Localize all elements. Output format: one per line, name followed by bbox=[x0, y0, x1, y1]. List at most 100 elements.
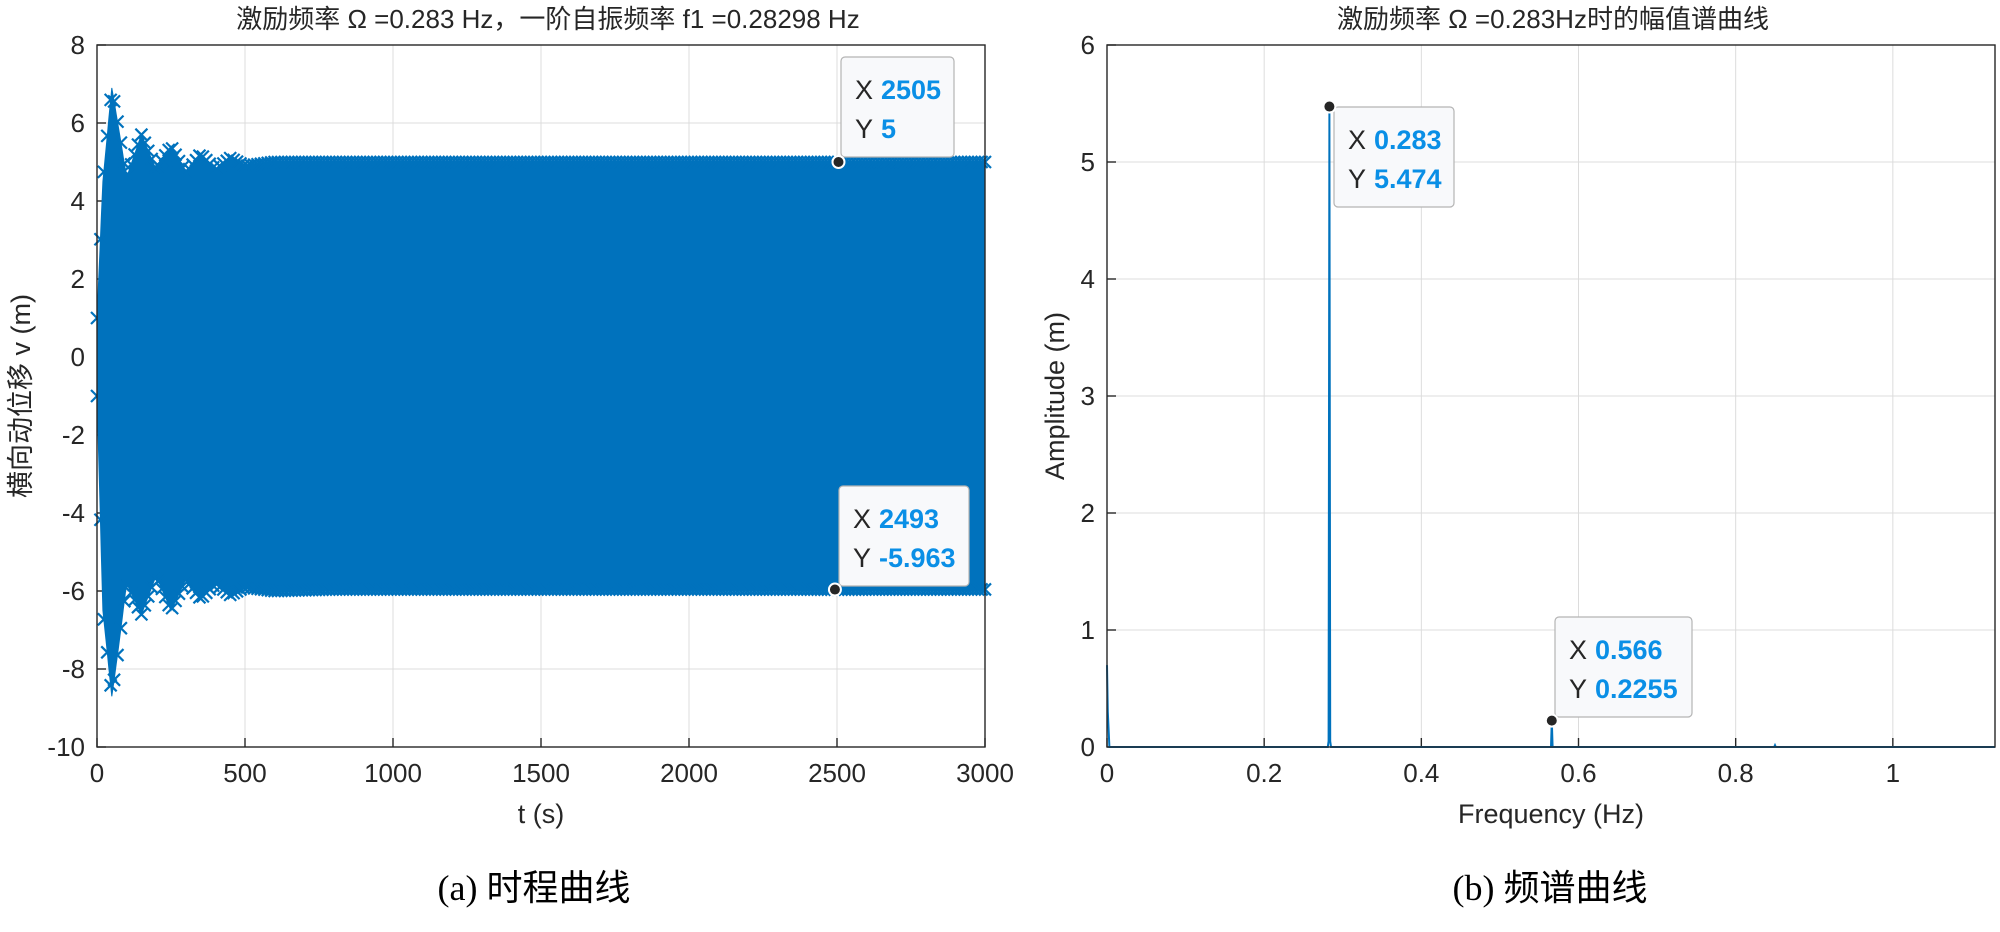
x-marker bbox=[165, 601, 179, 615]
x-tick-label: 2500 bbox=[808, 758, 866, 788]
y-tick-label: -8 bbox=[62, 654, 85, 684]
plot-area bbox=[90, 87, 992, 697]
datatip-marker bbox=[827, 582, 842, 597]
x-marker bbox=[230, 154, 244, 169]
x-tick-labels: 0 0.2 0.4 0.6 0.8 1 bbox=[1100, 758, 1900, 788]
datatip-box bbox=[840, 56, 955, 158]
x-marker bbox=[168, 148, 183, 162]
x-marker bbox=[134, 127, 149, 142]
x-marker bbox=[151, 574, 166, 588]
datatip-x-value: 2493 bbox=[879, 504, 939, 534]
x-tick-label: 1 bbox=[1886, 758, 1900, 788]
x-marker bbox=[192, 590, 207, 605]
x-marker bbox=[223, 151, 237, 165]
x-marker bbox=[100, 645, 115, 660]
x-marker bbox=[97, 612, 111, 627]
y-axis-label: 横向动位移 v (m) bbox=[6, 294, 36, 498]
x-tick-label: 0.2 bbox=[1246, 758, 1282, 788]
x-marker bbox=[155, 582, 169, 596]
y-tick-label: -4 bbox=[62, 498, 85, 528]
y-tick-label: 1 bbox=[1081, 615, 1095, 645]
datatip-x-label: X bbox=[1569, 635, 1587, 665]
time-history-chart: 激励频率 Ω =0.283 Hz，一阶自振频率 f1 =0.28298 Hz 8… bbox=[6, 4, 1014, 908]
grid bbox=[1106, 44, 1995, 748]
x-marker bbox=[120, 578, 135, 593]
x-tick-label: 0.8 bbox=[1718, 758, 1754, 788]
y-axis-label: Amplitude (m) bbox=[1040, 312, 1070, 480]
signal-markers bbox=[90, 93, 992, 693]
x-marker bbox=[172, 154, 186, 168]
amplitude-spectrum-chart: 激励频率 Ω =0.283Hz时的幅值谱曲线 6 5 4 3 2 1 0 0 0.2 0.4 0.… bbox=[1040, 4, 1996, 908]
datatip-y-label: Y bbox=[853, 543, 871, 573]
datatip-marker bbox=[1322, 99, 1337, 114]
datatip-y-value: 0.2255 bbox=[1595, 674, 1678, 704]
y-tick-labels: 8 6 4 2 0 -2 -4 -6 -8 -10 bbox=[47, 30, 85, 762]
datatip-y-label: Y bbox=[1569, 674, 1587, 704]
caption-left: (a) 时程曲线 bbox=[438, 868, 631, 908]
x-tick-label: 2000 bbox=[660, 758, 718, 788]
x-marker bbox=[103, 93, 118, 107]
x-marker bbox=[107, 673, 121, 687]
x-axis-label: Frequency (Hz) bbox=[1458, 799, 1644, 829]
datatip: X 2505 Y 5 bbox=[831, 56, 955, 169]
y-tick-label: 4 bbox=[1081, 264, 1095, 294]
x-marker bbox=[168, 594, 183, 608]
x-tick-label: 500 bbox=[223, 758, 266, 788]
axes-box bbox=[1106, 44, 1996, 748]
y-tick-label: 2 bbox=[1081, 498, 1095, 528]
x-marker bbox=[138, 136, 152, 150]
x-marker bbox=[138, 598, 152, 613]
x-tick-label: 0.6 bbox=[1560, 758, 1596, 788]
datatip-y-value: -5.963 bbox=[879, 543, 956, 573]
x-tick-label: 0.4 bbox=[1403, 758, 1439, 788]
chart-title: 激励频率 Ω =0.283Hz时的幅值谱曲线 bbox=[1337, 4, 1769, 34]
axes-box bbox=[96, 44, 986, 748]
y-tick-label: 0 bbox=[1081, 732, 1095, 762]
datatip-x-value: 0.566 bbox=[1595, 635, 1663, 665]
datatip: X 0.283 Y 5.474 bbox=[1322, 99, 1455, 208]
y-tick-label: 2 bbox=[71, 264, 85, 294]
x-tick-label: 1500 bbox=[512, 758, 570, 788]
y-tick-label: 6 bbox=[71, 108, 85, 138]
x-marker bbox=[127, 593, 142, 607]
chart-title: 激励频率 Ω =0.283 Hz，一阶自振频率 f1 =0.28298 Hz bbox=[236, 4, 859, 34]
y-tick-labels: 6 5 4 3 2 1 0 bbox=[1081, 30, 1095, 762]
y-tick-label: 3 bbox=[1081, 381, 1095, 411]
y-tick-label: 5 bbox=[1081, 147, 1095, 177]
x-marker bbox=[110, 114, 125, 129]
datatip-marker bbox=[1544, 713, 1559, 728]
x-marker bbox=[110, 648, 125, 662]
x-marker bbox=[114, 621, 128, 635]
x-marker bbox=[158, 590, 173, 604]
x-marker bbox=[165, 141, 179, 156]
x-marker bbox=[107, 94, 121, 109]
datatip-x-value: 0.283 bbox=[1374, 125, 1442, 155]
x-marker bbox=[120, 167, 135, 182]
datatip-box bbox=[1333, 106, 1455, 208]
x-marker bbox=[97, 165, 111, 179]
caption-right: (b) 频谱曲线 bbox=[1453, 868, 1648, 908]
x-axis-label: t (s) bbox=[518, 799, 565, 829]
datatip-box bbox=[838, 485, 970, 587]
datatip-y-value: 5.474 bbox=[1374, 164, 1442, 194]
y-tick-label: 4 bbox=[71, 186, 85, 216]
datatip-box bbox=[1554, 616, 1693, 718]
x-tick-label: 3000 bbox=[956, 758, 1014, 788]
datatip-x-label: X bbox=[853, 504, 871, 534]
y-tick-label: -10 bbox=[47, 732, 85, 762]
y-tick-label: 6 bbox=[1081, 30, 1095, 60]
datatip-marker bbox=[831, 155, 846, 169]
datatip-y-label: Y bbox=[1348, 164, 1366, 194]
datatip-x-label: X bbox=[855, 75, 873, 105]
datatip: X 0.566 Y 0.2255 bbox=[1544, 616, 1693, 728]
x-marker bbox=[141, 589, 156, 604]
y-tick-label: 8 bbox=[71, 30, 85, 60]
datatip-y-value: 5 bbox=[881, 114, 896, 144]
datatip-x-value: 2505 bbox=[881, 75, 941, 105]
x-marker bbox=[141, 144, 156, 158]
x-marker bbox=[172, 586, 186, 601]
y-tick-label: 0 bbox=[71, 342, 85, 372]
x-marker bbox=[192, 148, 207, 163]
x-tick-label: 0 bbox=[90, 758, 104, 788]
